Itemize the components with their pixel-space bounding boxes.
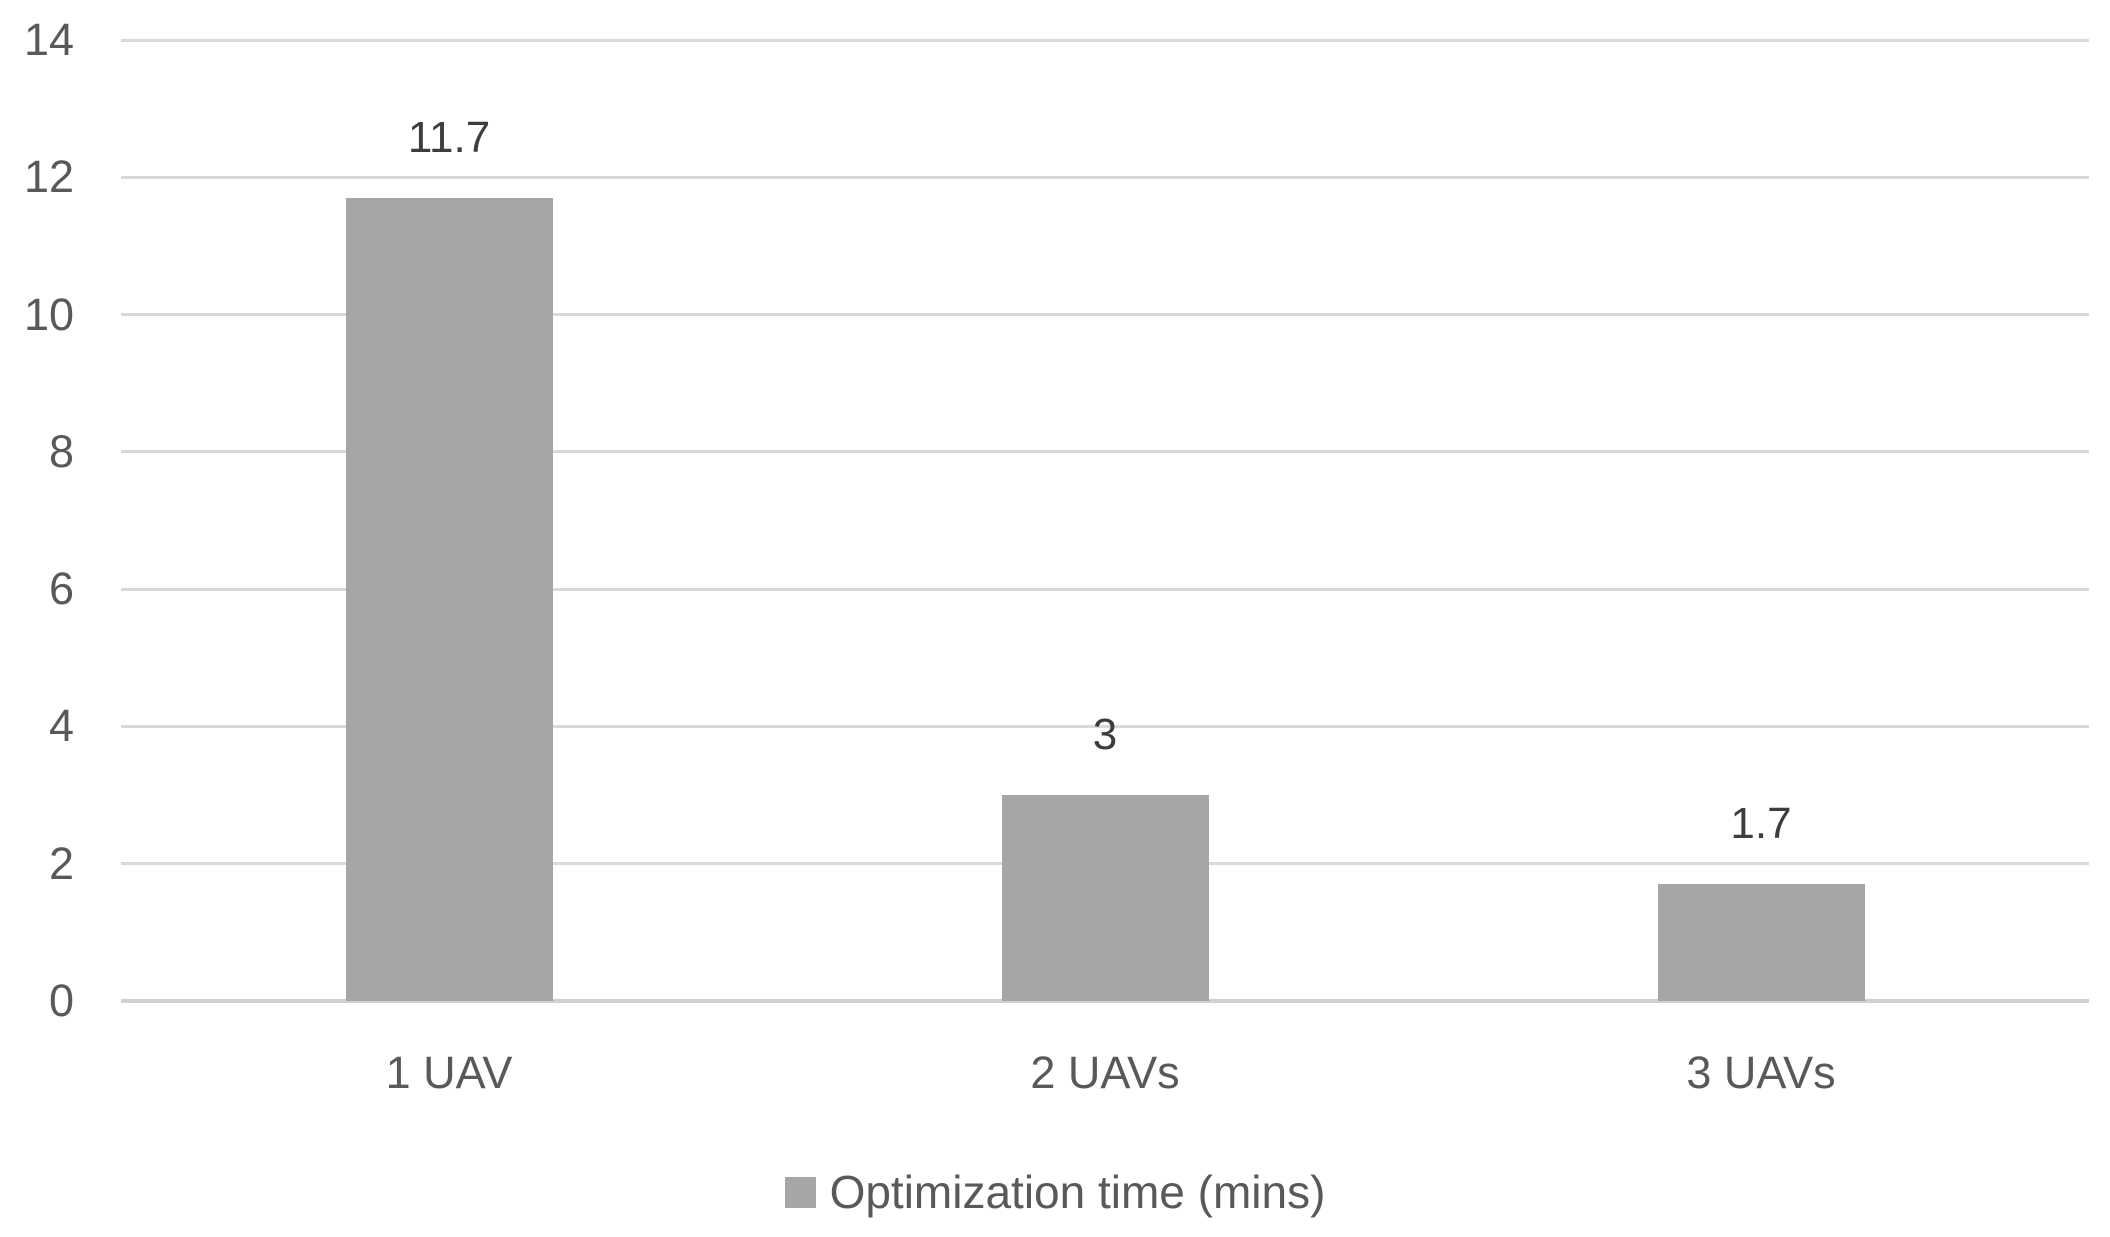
gridline [121,175,2089,179]
bar [345,197,553,1001]
bar-value-label: 11.7 [407,112,491,162]
plot-area: 11.7 3 1.7 [121,38,2089,1003]
legend-label: Optimization time (mins) [829,1166,1326,1218]
gridline [121,450,2089,454]
legend: Optimization time (mins) [0,1163,2110,1221]
gridline [121,313,2089,317]
x-axis-line [121,999,2089,1003]
bar [1657,884,1865,1001]
y-tick-label: 6 [48,563,74,615]
x-category-label: 2 UAVs [1030,1047,1180,1098]
y-tick-label: 8 [48,425,74,477]
y-tick-label: 10 [23,288,74,340]
gridline [121,38,2089,42]
y-tick-label: 4 [48,700,74,752]
bar-value-label: 1.7 [1730,799,1792,849]
x-category-label: 3 UAVs [1686,1047,1836,1098]
bar-value-label: 3 [1092,710,1118,760]
bar [1001,795,1209,1001]
gridline [121,724,2089,728]
y-tick-label: 14 [23,14,74,65]
y-tick-label: 12 [23,151,74,203]
y-tick-label: 0 [48,975,74,1026]
gridline [121,587,2089,591]
legend-swatch-icon [784,1176,816,1208]
x-category-label: 1 UAV [385,1047,513,1098]
y-tick-label: 2 [48,837,74,889]
